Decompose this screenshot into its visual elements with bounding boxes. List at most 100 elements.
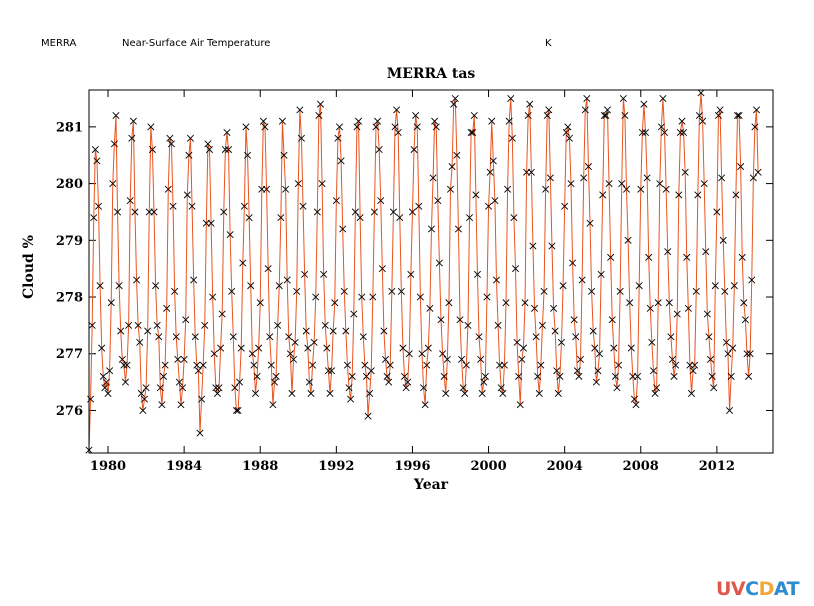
data-point-marker xyxy=(572,333,580,341)
data-point-marker xyxy=(645,253,653,261)
data-point-marker xyxy=(106,367,114,375)
data-point-marker xyxy=(240,202,248,210)
data-point-marker xyxy=(556,372,564,380)
data-point-marker xyxy=(745,372,753,380)
data-point-marker xyxy=(602,112,610,120)
data-point-marker xyxy=(576,355,585,363)
data-point-marker xyxy=(253,372,261,380)
data-point-marker xyxy=(733,112,742,120)
data-point-marker xyxy=(372,123,380,131)
data-point-marker xyxy=(668,355,676,363)
data-point-marker xyxy=(461,389,469,397)
y-tick-label: 280 xyxy=(56,177,83,192)
data-point-marker xyxy=(467,129,475,137)
data-point-marker xyxy=(391,123,399,131)
data-point-marker xyxy=(102,378,110,386)
data-point-marker xyxy=(256,299,264,307)
data-point-marker xyxy=(239,259,247,267)
data-point-marker xyxy=(288,389,296,397)
logo-text-at: AT xyxy=(773,578,800,600)
data-point-marker xyxy=(567,180,575,188)
data-point-marker xyxy=(616,287,624,295)
data-point-marker xyxy=(182,316,190,324)
data-point-marker xyxy=(446,185,455,193)
data-point-marker xyxy=(562,129,570,137)
data-point-marker xyxy=(532,333,540,341)
data-point-marker xyxy=(661,129,669,137)
y-axis-label: Cloud % xyxy=(21,235,37,299)
x-tick-label: 1988 xyxy=(242,459,278,474)
data-point-marker xyxy=(654,299,662,307)
data-point-marker xyxy=(312,293,320,301)
data-point-marker xyxy=(229,333,237,341)
data-point-marker xyxy=(358,293,366,301)
data-point-marker xyxy=(521,299,529,307)
data-point-marker xyxy=(589,327,597,335)
data-point-marker xyxy=(499,389,507,397)
data-point-marker xyxy=(564,123,572,131)
data-point-marker xyxy=(513,338,521,346)
data-point-marker xyxy=(502,299,510,307)
data-point-marker xyxy=(340,287,348,295)
data-point-marker xyxy=(185,151,193,159)
data-point-marker xyxy=(213,389,221,397)
data-point-marker xyxy=(247,282,255,290)
data-point-marker xyxy=(150,208,158,216)
data-point-marker xyxy=(158,401,166,409)
data-point-marker xyxy=(707,355,715,363)
data-point-marker xyxy=(228,287,236,295)
data-point-marker xyxy=(412,112,420,120)
data-point-marker xyxy=(657,123,665,131)
data-point-marker xyxy=(386,361,394,369)
data-point-marker xyxy=(128,134,136,142)
x-tick-label: 2000 xyxy=(470,459,506,474)
data-point-marker xyxy=(553,367,561,375)
data-point-marker xyxy=(93,157,101,165)
data-point-marker xyxy=(172,333,180,341)
data-point-marker xyxy=(527,168,535,176)
data-point-marker xyxy=(250,361,258,369)
data-point-marker xyxy=(153,321,161,329)
data-point-marker xyxy=(337,157,345,165)
data-point-marker xyxy=(332,197,340,205)
data-point-marker xyxy=(439,350,447,358)
data-point-marker xyxy=(148,146,156,154)
data-point-marker xyxy=(724,350,732,358)
data-point-marker xyxy=(719,236,727,244)
data-point-marker xyxy=(570,316,578,324)
data-point-marker xyxy=(175,378,183,386)
data-point-marker xyxy=(754,168,762,176)
units-label: K xyxy=(545,38,552,49)
data-point-marker xyxy=(261,123,269,131)
data-point-marker xyxy=(404,378,412,386)
data-point-marker xyxy=(167,140,175,148)
data-point-marker xyxy=(329,327,337,335)
chart-title: MERRA tas xyxy=(387,66,476,82)
data-point-marker xyxy=(626,299,634,307)
data-point-marker xyxy=(269,401,277,409)
data-point-marker xyxy=(366,389,374,397)
data-point-marker xyxy=(163,304,171,312)
data-point-marker xyxy=(396,214,404,222)
data-point-marker xyxy=(378,265,386,273)
data-point-marker xyxy=(296,106,304,114)
y-tick-label: 281 xyxy=(56,120,83,135)
data-point-marker xyxy=(607,253,615,261)
data-point-marker xyxy=(700,180,708,188)
data-point-marker xyxy=(726,406,734,414)
data-point-marker xyxy=(597,270,605,278)
data-point-marker xyxy=(121,378,129,386)
data-point-marker xyxy=(212,384,220,392)
data-point-marker xyxy=(126,197,134,205)
data-point-marker xyxy=(367,367,375,375)
data-point-marker xyxy=(123,361,131,369)
data-point-marker xyxy=(667,333,675,341)
data-point-marker xyxy=(622,185,631,193)
data-point-marker xyxy=(324,367,332,375)
data-point-marker xyxy=(335,123,344,131)
data-point-marker xyxy=(643,174,651,182)
data-point-marker xyxy=(586,219,594,227)
data-point-marker xyxy=(718,174,726,182)
data-point-marker xyxy=(611,372,619,380)
data-point-marker xyxy=(402,384,410,392)
